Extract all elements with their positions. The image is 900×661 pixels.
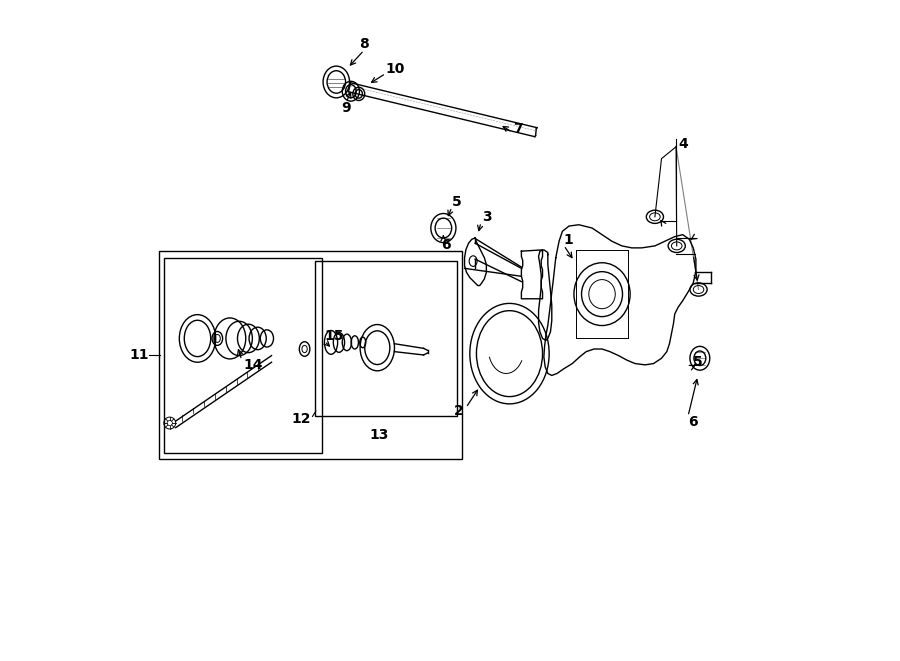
Text: 9: 9 xyxy=(341,101,351,116)
Text: 13: 13 xyxy=(369,428,389,442)
Text: 4: 4 xyxy=(679,137,688,151)
Text: 2: 2 xyxy=(454,404,464,418)
Text: 11: 11 xyxy=(130,348,149,362)
Text: 12: 12 xyxy=(292,412,311,426)
Text: 7: 7 xyxy=(514,122,523,136)
Text: 6: 6 xyxy=(441,237,451,252)
Text: 3: 3 xyxy=(482,210,491,224)
Text: 6: 6 xyxy=(688,414,698,429)
Text: 10: 10 xyxy=(386,61,405,76)
Bar xyxy=(159,251,462,459)
Text: 15: 15 xyxy=(324,329,344,343)
Text: 5: 5 xyxy=(693,354,702,369)
Text: 14: 14 xyxy=(244,358,264,372)
Text: 5: 5 xyxy=(452,194,462,209)
Text: 8: 8 xyxy=(359,37,369,52)
Bar xyxy=(315,261,457,416)
Bar xyxy=(165,258,322,453)
Text: 1: 1 xyxy=(563,233,573,247)
